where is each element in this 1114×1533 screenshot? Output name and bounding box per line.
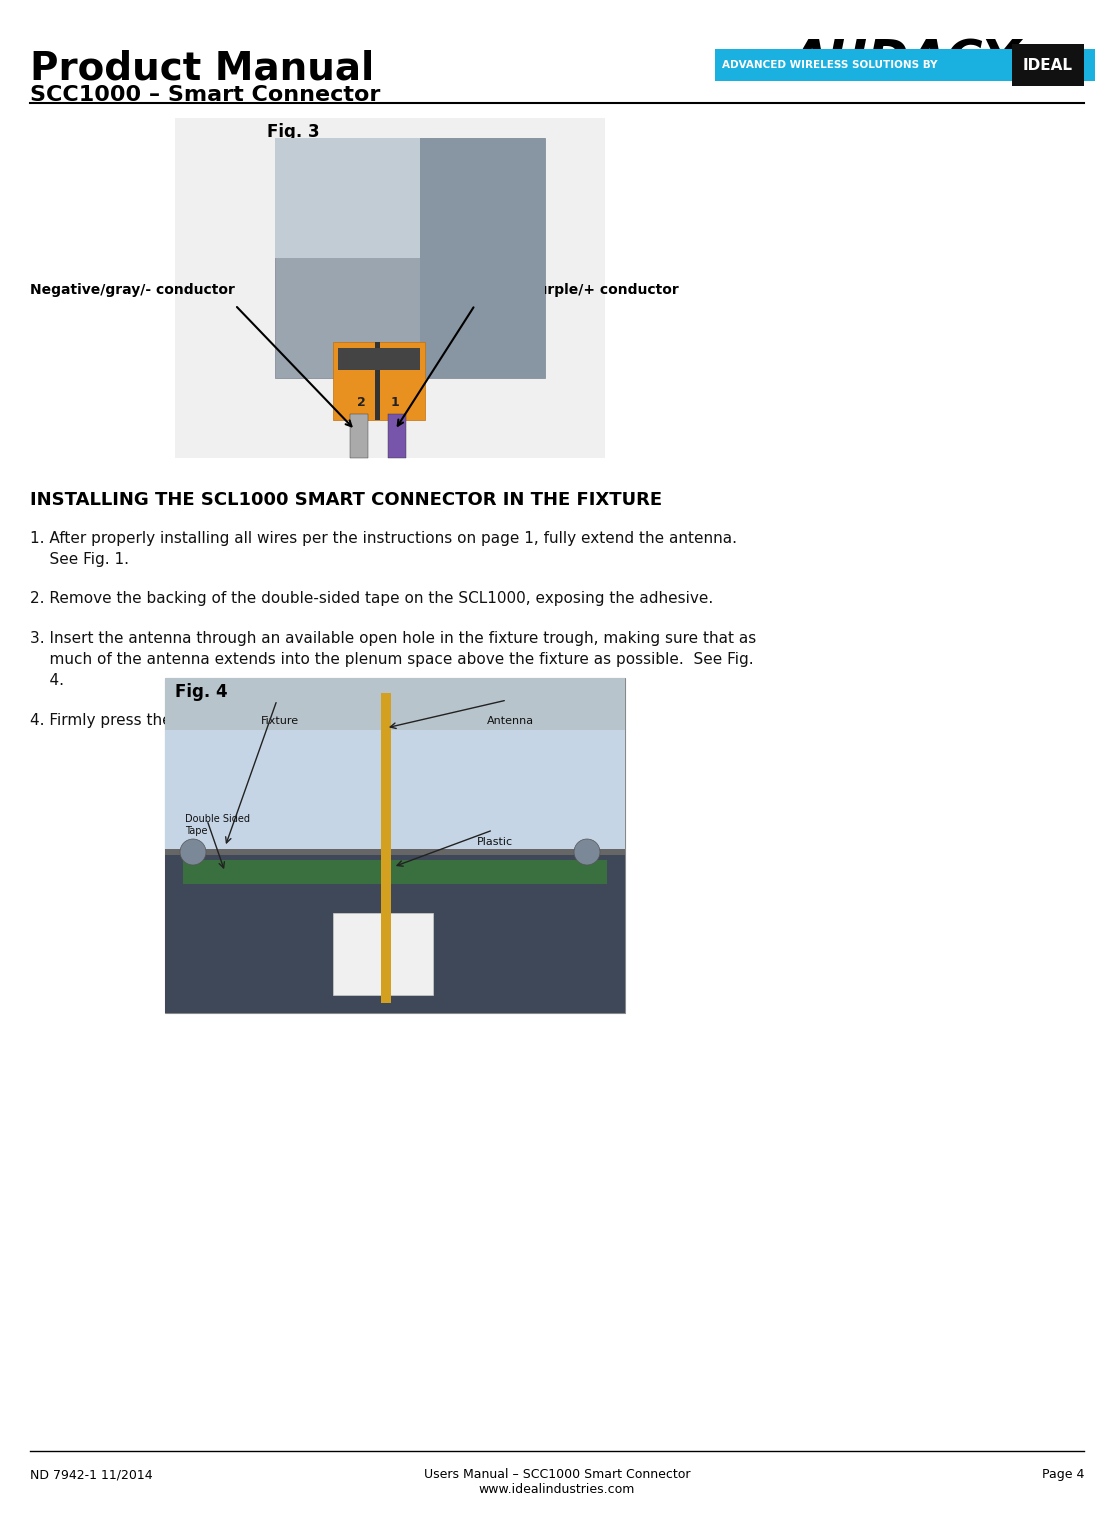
Bar bbox=[381, 693, 391, 1003]
Bar bbox=[333, 914, 433, 995]
Bar bbox=[388, 414, 405, 458]
Text: Negative/gray/- conductor: Negative/gray/- conductor bbox=[30, 284, 235, 297]
Bar bbox=[375, 342, 380, 420]
Bar bbox=[350, 414, 368, 458]
Text: Users Manual – SCC1000 Smart Connector: Users Manual – SCC1000 Smart Connector bbox=[423, 1469, 691, 1481]
Bar bbox=[275, 138, 420, 258]
Text: Double Sided: Double Sided bbox=[185, 814, 250, 825]
Text: Page 4: Page 4 bbox=[1042, 1469, 1084, 1481]
Text: Fixture: Fixture bbox=[261, 716, 299, 727]
Text: Product Manual: Product Manual bbox=[30, 51, 374, 87]
Bar bbox=[165, 678, 625, 730]
Bar bbox=[165, 852, 625, 1013]
Bar bbox=[165, 849, 625, 855]
Bar bbox=[165, 678, 625, 1013]
Bar bbox=[420, 138, 545, 379]
Bar bbox=[275, 138, 545, 379]
Text: Fig. 3: Fig. 3 bbox=[267, 123, 320, 141]
Text: Antenna: Antenna bbox=[487, 716, 534, 727]
Text: 4. Firmly press the connector into place.: 4. Firmly press the connector into place… bbox=[30, 713, 339, 728]
Bar bbox=[338, 348, 420, 369]
Text: IDEAL: IDEAL bbox=[1023, 58, 1073, 72]
Text: Positive/purple/+ conductor: Positive/purple/+ conductor bbox=[460, 284, 678, 297]
Text: SCC1000 – Smart Connector: SCC1000 – Smart Connector bbox=[30, 84, 380, 104]
Circle shape bbox=[574, 839, 600, 865]
Bar bbox=[333, 342, 426, 420]
Bar bbox=[1012, 44, 1084, 86]
Text: Plastic: Plastic bbox=[477, 837, 514, 848]
Text: INSTALLING THE SCL1000 SMART CONNECTOR IN THE FIXTURE: INSTALLING THE SCL1000 SMART CONNECTOR I… bbox=[30, 491, 662, 509]
Text: AUDACY: AUDACY bbox=[790, 38, 1019, 86]
Text: Tape: Tape bbox=[185, 826, 207, 835]
Bar bbox=[715, 49, 1095, 81]
Text: 1. After properly installing all wires per the instructions on page 1, fully ext: 1. After properly installing all wires p… bbox=[30, 530, 737, 567]
Circle shape bbox=[180, 839, 206, 865]
Text: 1: 1 bbox=[391, 396, 400, 408]
Text: Fig. 4: Fig. 4 bbox=[175, 684, 227, 701]
Text: 2. Remove the backing of the double-sided tape on the SCL1000, exposing the adhe: 2. Remove the backing of the double-side… bbox=[30, 592, 713, 606]
Bar bbox=[183, 860, 607, 885]
Bar bbox=[175, 118, 605, 458]
Text: ADVANCED WIRELESS SOLUTIONS BY: ADVANCED WIRELESS SOLUTIONS BY bbox=[722, 60, 938, 71]
Text: ND 7942-1 11/2014: ND 7942-1 11/2014 bbox=[30, 1469, 153, 1481]
Text: www.idealindustries.com: www.idealindustries.com bbox=[479, 1482, 635, 1496]
Bar bbox=[165, 678, 625, 852]
Text: 3. Insert the antenna through an available open hole in the fixture trough, maki: 3. Insert the antenna through an availab… bbox=[30, 632, 756, 688]
Text: 2: 2 bbox=[356, 396, 365, 408]
